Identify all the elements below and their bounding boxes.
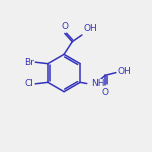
Text: O: O [102, 88, 109, 97]
Text: Br: Br [24, 58, 34, 67]
Text: Cl: Cl [25, 79, 34, 88]
Text: OH: OH [84, 24, 98, 33]
Text: OH: OH [118, 67, 131, 76]
Text: O: O [61, 22, 68, 31]
Text: NH: NH [91, 79, 104, 88]
